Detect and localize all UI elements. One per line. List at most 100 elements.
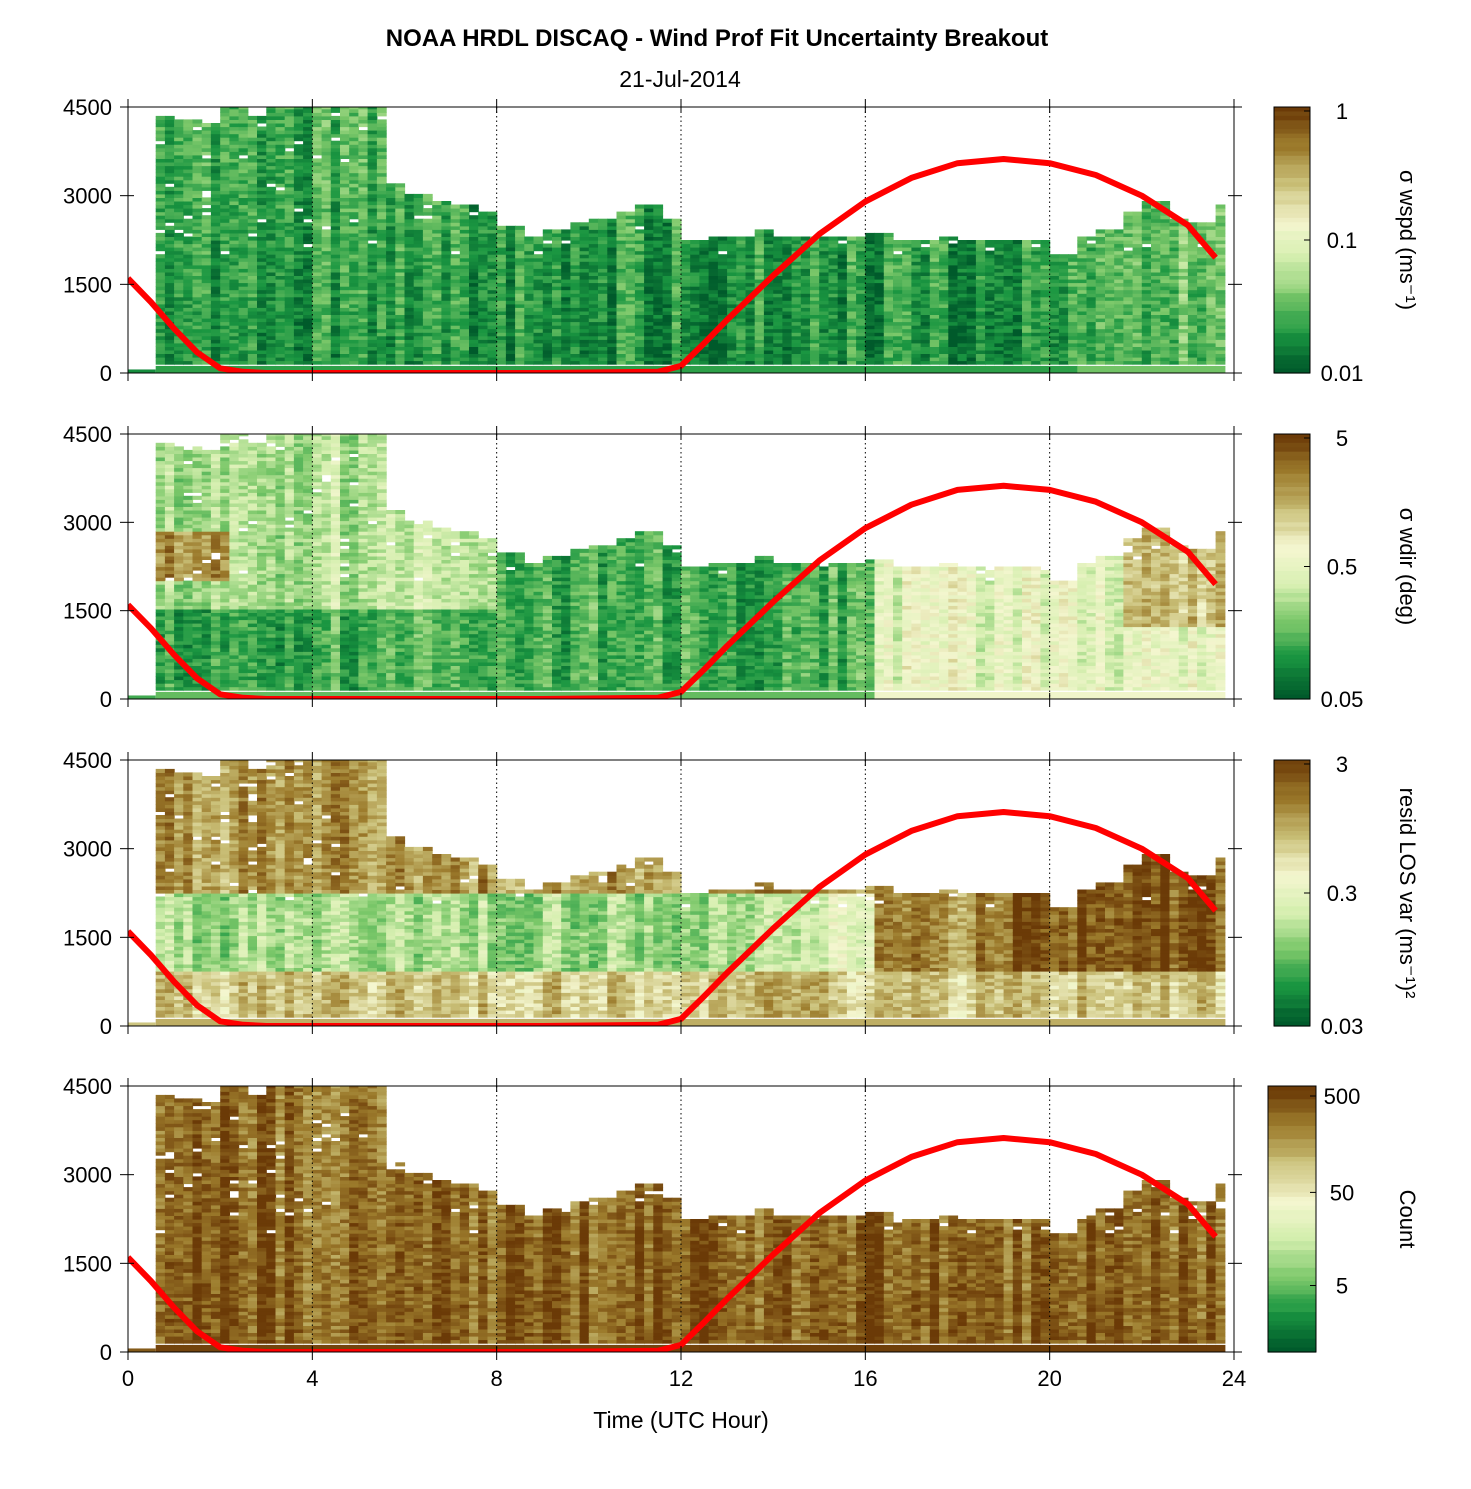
heatmap-cell <box>920 296 931 301</box>
heatmap-cell <box>376 357 387 362</box>
heatmap-cell <box>358 130 369 135</box>
heatmap-cell <box>330 193 341 198</box>
heatmap-cell <box>220 126 230 131</box>
heatmap-cell <box>929 335 940 340</box>
heatmap-cell <box>985 318 995 323</box>
heatmap-cell <box>939 261 949 266</box>
heatmap-cell <box>303 293 313 298</box>
heatmap-cell <box>422 286 433 291</box>
heatmap-cell <box>570 222 581 227</box>
heatmap-cell <box>229 236 240 241</box>
heatmap-cell <box>284 264 295 269</box>
heatmap-cell <box>1114 232 1124 237</box>
heatmap-cell <box>275 165 286 170</box>
heatmap-cell <box>376 247 387 252</box>
heatmap-cell <box>284 115 295 120</box>
heatmap-cell <box>303 271 313 276</box>
heatmap-cell <box>625 261 636 266</box>
heatmap-cell <box>349 300 359 305</box>
heatmap-cell <box>552 271 562 276</box>
heatmap-cell <box>1132 293 1143 298</box>
heatmap-cell <box>413 243 424 248</box>
heatmap-cell <box>644 236 654 241</box>
heatmap-cell <box>966 328 977 333</box>
heatmap-cell <box>247 126 258 131</box>
heatmap-cell <box>800 353 811 358</box>
heatmap-cell <box>727 357 737 362</box>
heatmap-cell <box>552 296 562 301</box>
heatmap-cell <box>1068 318 1078 323</box>
heatmap-cell <box>948 307 959 312</box>
heatmap-cell <box>220 247 230 252</box>
heatmap-cell <box>902 353 912 358</box>
heatmap-cell <box>432 339 442 344</box>
heatmap-cell <box>579 271 590 276</box>
heatmap-cell <box>330 190 341 195</box>
heatmap-cell <box>201 279 212 284</box>
heatmap-cell <box>321 112 332 117</box>
heatmap-cell <box>266 119 277 124</box>
heatmap-cell <box>681 303 691 308</box>
heatmap-cell <box>293 275 304 280</box>
heatmap-cell <box>883 293 894 298</box>
heatmap-cell <box>708 353 719 358</box>
heatmap-cell <box>210 183 221 188</box>
heatmap-cell <box>404 229 415 234</box>
heatmap-cell <box>450 211 461 216</box>
heatmap-cell <box>524 332 535 337</box>
heatmap-cell <box>229 264 240 269</box>
heatmap-cell <box>312 264 323 269</box>
heatmap-cell <box>966 275 977 280</box>
heatmap-cell <box>1049 296 1060 301</box>
heatmap-cell <box>644 286 654 291</box>
heatmap-cell <box>994 353 1005 358</box>
heatmap-cell <box>893 271 903 276</box>
heatmap-cell <box>939 346 949 351</box>
heatmap-cell <box>284 218 295 223</box>
heatmap-cell <box>846 328 857 333</box>
heatmap-cell <box>542 353 553 358</box>
heatmap-cell <box>386 204 396 209</box>
heatmap-cell <box>542 254 553 259</box>
heatmap-cell <box>1058 335 1069 340</box>
heatmap-cell <box>893 342 903 347</box>
heatmap-cell <box>598 328 608 333</box>
heatmap-cell <box>856 318 866 323</box>
heatmap-cell <box>201 140 212 145</box>
heatmap-cell <box>229 201 240 206</box>
heatmap-cell <box>533 325 544 330</box>
heatmap-cell <box>625 254 636 259</box>
heatmap-cell <box>1068 335 1078 340</box>
heatmap-cell <box>247 264 258 269</box>
heatmap-cell <box>533 293 544 298</box>
heatmap-cell <box>155 179 166 184</box>
heatmap-cell <box>284 158 295 163</box>
heatmap-cell <box>846 247 857 252</box>
heatmap-cell <box>358 147 369 152</box>
heatmap-cell <box>773 310 783 315</box>
heatmap-cell <box>293 147 304 152</box>
heatmap-cell <box>487 353 498 358</box>
heatmap-cell <box>699 346 710 351</box>
heatmap-cell <box>376 183 387 188</box>
heatmap-cell <box>376 165 387 170</box>
heatmap-cell <box>293 353 304 358</box>
heatmap-cell <box>524 307 535 312</box>
heatmap-cell <box>303 183 313 188</box>
heatmap-cell <box>745 236 756 241</box>
heatmap-cell <box>856 353 866 358</box>
heatmap-cell <box>496 257 507 262</box>
heatmap-cell <box>911 303 922 308</box>
heatmap-cell <box>275 232 286 237</box>
heatmap-cell <box>367 360 378 365</box>
heatmap-cell <box>303 300 313 305</box>
heatmap-cell <box>1031 247 1041 252</box>
heatmap-cell <box>386 236 396 241</box>
heatmap-cell <box>220 314 230 319</box>
heatmap-cell <box>616 218 627 223</box>
heatmap-cell <box>754 300 765 305</box>
heatmap-cell <box>349 176 359 181</box>
heatmap-cell <box>257 151 267 156</box>
heatmap-cell <box>902 328 912 333</box>
heatmap-cell <box>376 162 387 167</box>
